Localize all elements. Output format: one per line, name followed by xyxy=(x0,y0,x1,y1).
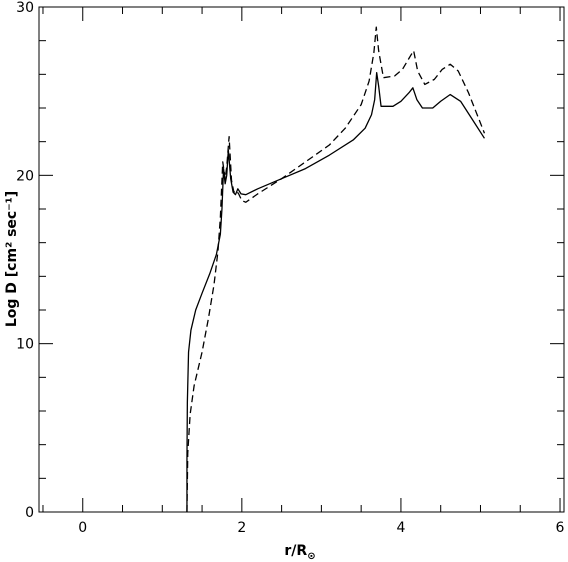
tick-labels: 0 2 4 6 0 10 20 30 xyxy=(16,0,564,536)
axis-ticks xyxy=(39,6,564,513)
series-layer xyxy=(186,26,486,513)
x-tick-label: 4 xyxy=(396,520,405,536)
x-tick-label: 6 xyxy=(556,520,565,536)
dashed-series-line xyxy=(186,26,486,513)
y-tick-label: 30 xyxy=(16,0,34,16)
x-axis-title-main: r/R xyxy=(284,543,307,559)
plot-frame xyxy=(38,6,565,513)
y-axis-title: Log D [cm² sec⁻¹] xyxy=(4,191,20,327)
x-axis-title: r/R⊙ xyxy=(284,543,315,562)
x-tick-label: 0 xyxy=(78,520,87,536)
x-tick-label: 2 xyxy=(237,520,246,536)
y-tick-label: 20 xyxy=(16,168,34,184)
y-tick-label: 10 xyxy=(16,337,34,353)
solid-series-line xyxy=(186,72,485,512)
x-axis-title-subscript: ⊙ xyxy=(307,551,315,562)
y-tick-label: 0 xyxy=(25,505,34,521)
